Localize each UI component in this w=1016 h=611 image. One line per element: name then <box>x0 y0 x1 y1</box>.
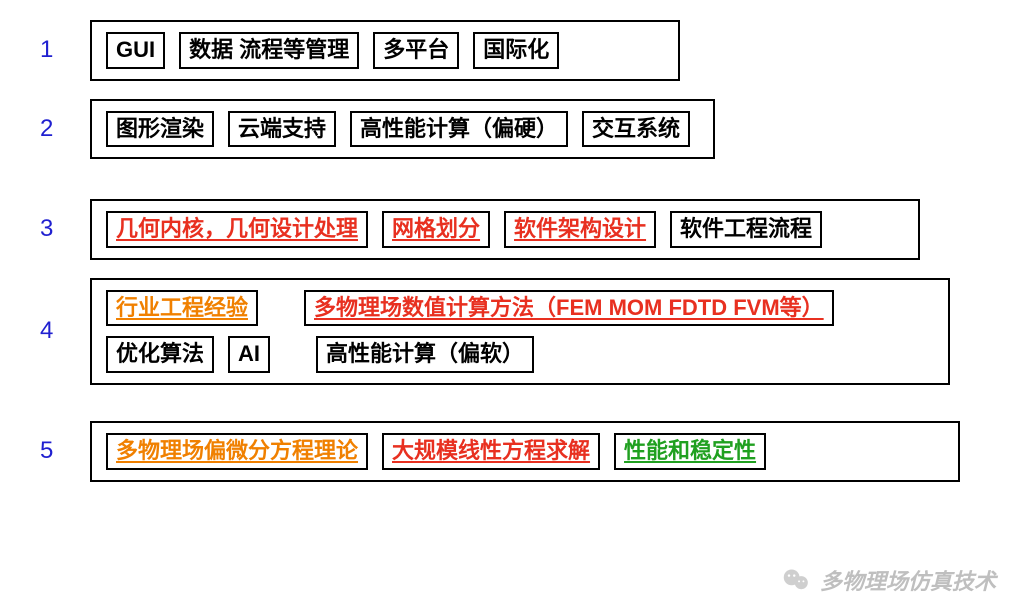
layer-row-5: 5 多物理场偏微分方程理论 大规模线性方程求解 性能和稳定性 <box>30 421 986 482</box>
row4-line-1: 行业工程经验 多物理场数值计算方法（FEM MOM FDTD FVM等） <box>106 290 934 327</box>
row-box-3: 几何内核，几何设计处理 网格划分 软件架构设计 软件工程流程 <box>90 199 920 260</box>
row-number: 2 <box>30 115 90 143</box>
tag-hpc-hard: 高性能计算（偏硬） <box>350 111 568 148</box>
tag-data-flow-mgmt: 数据 流程等管理 <box>179 32 359 69</box>
row-box-1: GUI 数据 流程等管理 多平台 国际化 <box>90 20 680 81</box>
tag-industry-exp: 行业工程经验 <box>106 290 258 327</box>
tag-optimization: 优化算法 <box>106 336 214 373</box>
row-box-4: 行业工程经验 多物理场数值计算方法（FEM MOM FDTD FVM等） 优化算… <box>90 278 950 385</box>
row-box-2: 图形渲染 云端支持 高性能计算（偏硬） 交互系统 <box>90 99 715 160</box>
watermark: 多物理场仿真技术 <box>782 564 996 596</box>
tag-linear-solver: 大规模线性方程求解 <box>382 433 600 470</box>
tag-multiplatform: 多平台 <box>373 32 459 69</box>
tag-sw-eng-process: 软件工程流程 <box>670 211 822 248</box>
tag-graphics-render: 图形渲染 <box>106 111 214 148</box>
tag-pde-theory: 多物理场偏微分方程理论 <box>106 433 368 470</box>
row-number: 1 <box>30 36 90 64</box>
tag-meshing: 网格划分 <box>382 211 490 248</box>
row-number: 4 <box>30 317 90 345</box>
wechat-icon <box>782 566 810 594</box>
layer-row-3: 3 几何内核，几何设计处理 网格划分 软件架构设计 软件工程流程 <box>30 199 986 260</box>
row-box-5: 多物理场偏微分方程理论 大规模线性方程求解 性能和稳定性 <box>90 421 960 482</box>
row4-line-2: 优化算法 AI 高性能计算（偏软） <box>106 336 934 373</box>
tag-multiphysics-methods: 多物理场数值计算方法（FEM MOM FDTD FVM等） <box>304 290 834 327</box>
tag-cloud-support: 云端支持 <box>228 111 336 148</box>
tag-sw-arch: 软件架构设计 <box>504 211 656 248</box>
tag-geometry-kernel: 几何内核，几何设计处理 <box>106 211 368 248</box>
watermark-text: 多物理场仿真技术 <box>820 564 996 596</box>
tag-hpc-soft: 高性能计算（偏软） <box>316 336 534 373</box>
tag-interaction-system: 交互系统 <box>582 111 690 148</box>
tag-ai: AI <box>228 336 270 373</box>
layer-row-1: 1 GUI 数据 流程等管理 多平台 国际化 <box>30 20 986 81</box>
tag-i18n: 国际化 <box>473 32 559 69</box>
tag-perf-stability: 性能和稳定性 <box>614 433 766 470</box>
tag-gui: GUI <box>106 32 165 69</box>
layer-row-4: 4 行业工程经验 多物理场数值计算方法（FEM MOM FDTD FVM等） 优… <box>30 278 986 385</box>
row-number: 5 <box>30 437 90 465</box>
layer-row-2: 2 图形渲染 云端支持 高性能计算（偏硬） 交互系统 <box>30 99 986 160</box>
row-number: 3 <box>30 215 90 243</box>
